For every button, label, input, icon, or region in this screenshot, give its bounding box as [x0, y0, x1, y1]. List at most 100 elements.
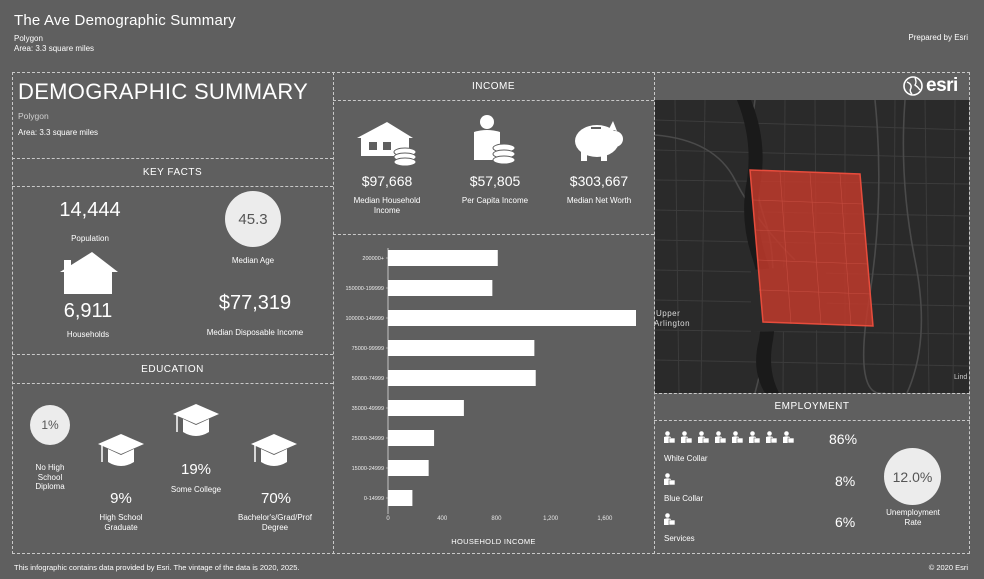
chart-category-label: 150000-199999 — [345, 286, 384, 292]
chart-category-label: 0-14999 — [364, 496, 384, 502]
households-value: 6,911 — [63, 300, 113, 322]
globe-icon — [903, 76, 923, 96]
copyright: © 2020 Esri — [928, 563, 968, 572]
bachelors-value: 70% — [260, 490, 292, 507]
white-collar-label: White Collar — [664, 454, 708, 463]
key-facts-title: KEY FACTS — [142, 167, 203, 178]
summary-area: Area: 3.3 square miles — [18, 128, 99, 137]
median-age-label: Median Age — [231, 256, 275, 265]
grad-cap-icon-hs — [98, 432, 144, 472]
summary-polygon: Polygon — [18, 111, 49, 121]
chart-x-tick-label: 1,600 — [597, 516, 613, 522]
employment-title: EMPLOYMENT — [774, 401, 850, 412]
header-area: Area: 3.3 square miles — [14, 44, 95, 53]
disposable-income-value: $77,319 — [218, 292, 292, 314]
household-income-chart: 200000+ 150000-199999 100000-149999 75000-9… — [334, 240, 654, 554]
households-label: Households — [66, 330, 110, 339]
worker-icon — [664, 513, 675, 525]
worker-icon — [766, 431, 777, 443]
hs-value: 9% — [110, 490, 132, 507]
services-label: Services — [664, 534, 695, 543]
net-worth-value: $303,667 — [569, 173, 629, 189]
unemployment-circle: 12.0% — [884, 448, 941, 505]
chart-category-label: 75000-99999 — [352, 346, 384, 352]
net-worth-label: Median Net Worth — [566, 196, 632, 205]
population-value: 14,444 — [59, 199, 121, 221]
house-coins-icon — [357, 120, 419, 168]
chart-bar — [388, 430, 435, 446]
map-label-upper: Upper — [656, 309, 681, 318]
chart-bar — [388, 490, 413, 506]
grad-cap-icon-bachelors — [251, 432, 297, 472]
chart-x-tick-label: 400 — [437, 516, 448, 522]
chart-category-label: 50000-74999 — [352, 376, 384, 382]
hs-label: High School Graduate — [99, 513, 143, 532]
services-value: 6% — [835, 514, 856, 530]
some-college-value: 19% — [180, 461, 212, 478]
map-label-arlington: Arlington — [654, 319, 691, 328]
education-title: EDUCATION — [141, 364, 204, 375]
median-household-value: $97,668 — [361, 173, 413, 189]
worker-icon — [749, 431, 760, 443]
blue-collar-label: Blue Collar — [664, 494, 704, 503]
some-college-label: Some College — [170, 485, 222, 494]
chart-bar — [388, 340, 535, 356]
disposable-income-label: Median Disposable Income — [206, 328, 304, 337]
prepared-by: Prepared by Esri — [908, 33, 968, 42]
chart-category-label: 25000-34999 — [352, 436, 384, 442]
chart-bar — [388, 460, 429, 476]
summary-title: DEMOGRAPHIC SUMMARY — [18, 79, 309, 104]
per-capita-value: $57,805 — [469, 173, 521, 189]
chart-category-label: 35000-49999 — [352, 406, 384, 412]
chart-x-label: HOUSEHOLD INCOME — [451, 537, 536, 546]
person-coins-icon — [472, 114, 518, 166]
worker-icon — [715, 431, 726, 443]
blue-collar-value: 8% — [835, 473, 856, 489]
header-polygon: Polygon — [14, 34, 43, 43]
white-collar-value: 86% — [829, 431, 858, 447]
report-title: The Ave Demographic Summary — [14, 12, 236, 29]
per-capita-label: Per Capita Income — [461, 196, 529, 205]
blue-collar-icons — [664, 473, 675, 485]
median-household-label: Median Household Income — [353, 196, 421, 215]
worker-icon — [664, 473, 675, 485]
chart-bar — [388, 310, 636, 326]
worker-icon — [698, 431, 709, 443]
chart-category-label: 100000-149999 — [345, 316, 384, 322]
white-collar-icons — [664, 431, 794, 443]
worker-icon — [681, 431, 692, 443]
chart-x-tick-label: 1,200 — [543, 516, 559, 522]
no-hs-value: 1% — [41, 418, 59, 432]
house-icon — [56, 250, 118, 294]
worker-icon — [783, 431, 794, 443]
income-title: INCOME — [472, 81, 515, 92]
grad-cap-icon-some-college — [173, 402, 219, 442]
chart-bar — [388, 370, 536, 386]
map-label-lind: Lind — [954, 374, 968, 381]
worker-icon — [664, 431, 675, 443]
chart-category-label: 200000+ — [362, 256, 384, 262]
map-view[interactable] — [655, 100, 969, 393]
median-age-circle: 45.3 — [225, 191, 281, 247]
worker-icon — [732, 431, 743, 443]
services-icons — [664, 513, 675, 525]
no-hs-label: No High School Diploma — [35, 463, 65, 492]
chart-bar — [388, 250, 498, 266]
no-hs-circle: 1% — [30, 405, 70, 445]
esri-logo-text: esri — [926, 75, 958, 96]
piggy-bank-icon — [571, 121, 627, 163]
population-label: Population — [71, 234, 109, 243]
chart-bar — [388, 280, 493, 296]
chart-category-label: 15000-24999 — [352, 466, 384, 472]
chart-x-tick-label: 800 — [491, 516, 502, 522]
median-age-value: 45.3 — [238, 210, 268, 228]
chart-bar — [388, 400, 464, 416]
household-income-bars: 200000+ 150000-199999 100000-149999 75000-9… — [345, 248, 636, 522]
unemployment-label: Unemployment Rate — [886, 508, 940, 527]
infographic-frame — [12, 72, 970, 554]
data-source-note: This infographic contains data provided … — [14, 563, 300, 572]
bachelors-label: Bachelor's/Grad/Prof Degree — [237, 513, 312, 532]
unemployment-value: 12.0% — [892, 468, 933, 485]
esri-logo: esri — [903, 75, 958, 97]
chart-x-tick-label: 0 — [386, 516, 390, 522]
